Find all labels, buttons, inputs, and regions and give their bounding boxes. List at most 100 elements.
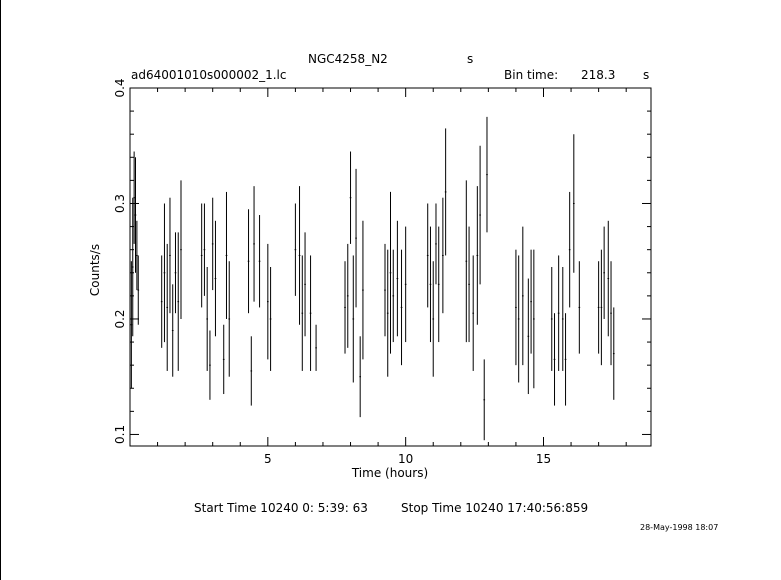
data-point <box>166 243 169 371</box>
data-point <box>160 255 163 348</box>
data-point <box>253 186 255 302</box>
data-point <box>568 191 571 308</box>
data-point <box>137 255 140 325</box>
data-point <box>392 249 395 343</box>
data-point <box>437 226 440 343</box>
data-point <box>465 180 468 343</box>
data-point <box>603 226 605 319</box>
data-point <box>610 261 612 366</box>
data-point <box>600 249 603 366</box>
data-point <box>163 203 166 343</box>
data-point <box>269 267 272 371</box>
left-border-line <box>0 0 1 580</box>
data-point <box>200 203 203 308</box>
data-point <box>180 180 182 319</box>
header-unit: s <box>467 52 473 66</box>
data-point <box>432 261 435 377</box>
data-point <box>131 197 134 337</box>
data-point <box>483 359 486 441</box>
data-point <box>426 203 429 308</box>
data-point <box>258 215 261 308</box>
data-point <box>247 209 250 314</box>
tick-labels: 5 10 15 0.1 0.2 0.3 0.4 <box>113 78 551 466</box>
data-point <box>346 243 349 348</box>
y-tick-label: 0.2 <box>113 309 127 328</box>
data-point <box>352 255 355 383</box>
data-point <box>177 232 180 371</box>
data-point <box>486 116 488 233</box>
data-point <box>561 267 564 371</box>
object-name: NGC4258_N2 <box>308 52 388 66</box>
y-tick-label: 0.1 <box>113 425 127 444</box>
x-tick-label: 10 <box>398 452 413 466</box>
data-point <box>527 278 530 395</box>
data-point <box>133 151 135 244</box>
start-time: Start Time 10240 0: 5:39: 63 <box>194 501 368 515</box>
data-point <box>169 197 171 314</box>
y-tick-label: 0.4 <box>113 78 127 97</box>
data-point <box>225 191 228 319</box>
data-point <box>386 249 389 377</box>
data-point <box>515 249 517 366</box>
data-point <box>355 168 357 308</box>
data-point <box>362 220 364 360</box>
data-point <box>444 128 447 256</box>
data-point <box>134 157 137 273</box>
data-point <box>203 203 206 296</box>
data-point <box>578 261 581 354</box>
data-point <box>130 261 133 389</box>
data-point <box>389 191 392 354</box>
data-point <box>533 249 535 389</box>
data-point <box>530 249 532 354</box>
bin-time-label: Bin time: <box>504 68 558 82</box>
data-point <box>435 203 437 285</box>
data-point <box>211 197 214 291</box>
data-point <box>206 267 209 371</box>
data-points <box>130 116 615 441</box>
data-point <box>301 255 304 371</box>
y-axis-title: Counts/s <box>88 244 102 296</box>
data-point <box>309 255 312 371</box>
data-point <box>349 151 352 244</box>
data-point <box>612 307 615 400</box>
data-point <box>468 226 470 343</box>
data-point <box>564 313 567 406</box>
data-point <box>174 232 177 314</box>
data-point <box>396 220 399 337</box>
data-point <box>298 186 301 325</box>
data-point <box>521 226 524 366</box>
bin-time-value: 218.3 <box>581 68 615 82</box>
data-point <box>400 249 403 366</box>
data-point <box>250 336 253 406</box>
date-stamp: 28-May-1998 18:07 <box>640 523 718 532</box>
data-point <box>572 134 575 273</box>
data-point <box>304 232 306 337</box>
data-point <box>607 220 610 337</box>
y-tick-label: 0.3 <box>113 194 127 213</box>
stop-time: Stop Time 10240 17:40:56:859 <box>401 501 588 515</box>
data-point <box>136 220 138 291</box>
file-name: ad64001010s000002_1.lc <box>131 68 287 82</box>
data-point <box>359 336 362 418</box>
bin-time-unit: s <box>643 68 649 82</box>
data-point <box>214 220 217 337</box>
data-point <box>553 313 556 406</box>
data-point <box>222 324 225 395</box>
data-point <box>294 203 297 296</box>
data-point <box>429 226 432 343</box>
axis-ticks <box>130 87 651 446</box>
plot-frame <box>129 87 652 447</box>
x-tick-label: 5 <box>264 452 272 466</box>
data-point <box>442 197 444 314</box>
data-point <box>344 261 346 354</box>
data-point <box>597 261 600 354</box>
data-point <box>404 226 407 343</box>
data-point <box>472 255 475 371</box>
data-point <box>209 330 211 400</box>
data-point <box>171 284 174 377</box>
data-point <box>228 261 231 377</box>
x-axis-title: Time (hours) <box>351 466 428 480</box>
data-point <box>315 324 317 371</box>
x-tick-label: 15 <box>536 452 551 466</box>
